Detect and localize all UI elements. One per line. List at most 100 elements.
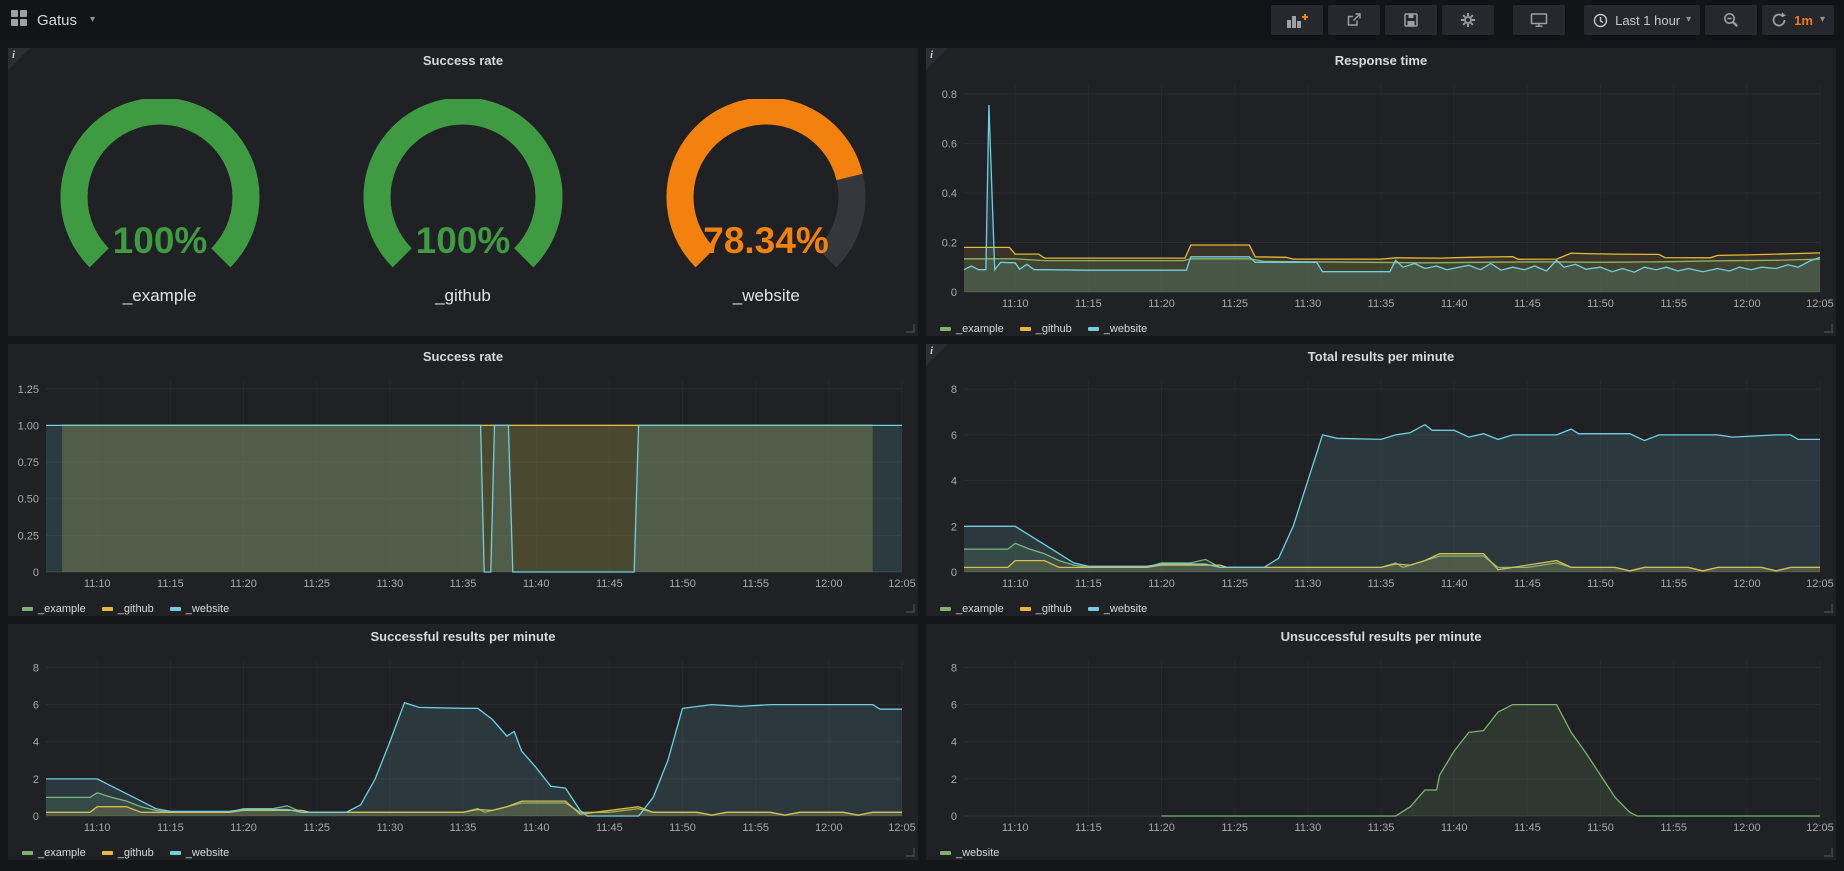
legend-item[interactable]: _example [22, 603, 86, 615]
panel-title[interactable]: Success rate [8, 48, 918, 74]
panel-title[interactable]: Unsuccessful results per minute [926, 624, 1836, 650]
svg-text:12:00: 12:00 [1733, 578, 1761, 590]
info-icon[interactable]: i [8, 48, 30, 70]
legend-item[interactable]: _example [940, 323, 1004, 335]
svg-text:11:20: 11:20 [230, 822, 257, 834]
legend-label: _github [1036, 603, 1072, 615]
svg-text:11:50: 11:50 [1587, 578, 1614, 590]
legend-swatch [1088, 607, 1099, 611]
svg-text:2: 2 [33, 774, 39, 786]
legend-label: _website [186, 847, 229, 859]
panel-unsuccessful-results: Unsuccessful results per minute 11:1011:… [926, 624, 1836, 860]
svg-text:0.2: 0.2 [942, 237, 957, 249]
dashboard-grid: i Success rate 100%_example 100%_github … [0, 40, 1844, 860]
unsuccessful-results-chart[interactable]: 11:1011:1511:2011:2511:3011:3511:4011:45… [926, 650, 1836, 841]
svg-text:11:25: 11:25 [303, 822, 330, 834]
legend-label: _example [956, 603, 1004, 615]
legend-item[interactable]: _website [1088, 603, 1147, 615]
info-icon[interactable]: i [926, 48, 948, 70]
svg-text:12:00: 12:00 [815, 822, 843, 834]
panel-success-rate: Success rate 11:1011:1511:2011:2511:3011… [8, 344, 918, 616]
legend-item[interactable]: _website [1088, 323, 1147, 335]
svg-text:1.25: 1.25 [18, 384, 39, 396]
legend-label: _website [1104, 603, 1147, 615]
gear-icon [1460, 12, 1476, 28]
svg-text:11:50: 11:50 [1587, 822, 1614, 834]
legend-label: _example [956, 323, 1004, 335]
svg-text:11:35: 11:35 [1368, 298, 1395, 310]
svg-text:11:15: 11:15 [1075, 298, 1102, 310]
legend-item[interactable]: _github [102, 847, 154, 859]
gauge-github: 100%_github [332, 99, 594, 306]
zoom-out-icon [1723, 12, 1739, 28]
svg-text:11:35: 11:35 [1368, 822, 1395, 834]
svg-text:11:30: 11:30 [377, 822, 404, 834]
svg-text:12:00: 12:00 [815, 578, 843, 590]
time-range-picker[interactable]: Last 1 hour ▾ [1584, 5, 1700, 35]
svg-text:8: 8 [951, 662, 957, 674]
svg-text:0: 0 [951, 287, 957, 299]
gauge-example: 100%_example [29, 99, 291, 306]
legend-item[interactable]: _github [1020, 603, 1072, 615]
legend-item[interactable]: _example [940, 603, 1004, 615]
legend: _example _github _website [8, 597, 918, 621]
svg-text:0.75: 0.75 [18, 457, 39, 469]
panel-title[interactable]: Response time [926, 48, 1836, 74]
panel-title[interactable]: Successful results per minute [8, 624, 918, 650]
svg-text:11:10: 11:10 [1002, 298, 1029, 310]
settings-button[interactable] [1442, 5, 1494, 35]
legend-item[interactable]: _website [940, 847, 999, 859]
info-icon[interactable]: i [926, 344, 948, 366]
svg-text:11:15: 11:15 [1075, 578, 1102, 590]
svg-text:8: 8 [951, 384, 957, 396]
successful-results-chart[interactable]: 11:1011:1511:2011:2511:3011:3511:4011:45… [8, 650, 918, 841]
zoom-out-button[interactable] [1705, 5, 1757, 35]
svg-text:11:50: 11:50 [669, 578, 696, 590]
legend-item[interactable]: _github [1020, 323, 1072, 335]
cycle-view-button[interactable] [1513, 5, 1565, 35]
legend-item[interactable]: _github [102, 603, 154, 615]
svg-text:11:45: 11:45 [596, 578, 623, 590]
panel-total-results: i Total results per minute 11:1011:1511:… [926, 344, 1836, 616]
add-panel-button[interactable] [1271, 5, 1323, 35]
total-results-chart[interactable]: 11:1011:1511:2011:2511:3011:3511:4011:45… [926, 370, 1836, 597]
response-time-chart[interactable]: 11:1011:1511:2011:2511:3011:3511:4011:45… [926, 74, 1836, 317]
monitor-icon [1530, 12, 1548, 28]
svg-text:11:20: 11:20 [1148, 578, 1175, 590]
dashboard-title-dropdown[interactable]: Gatus ▾ [10, 9, 95, 32]
svg-text:11:55: 11:55 [1660, 578, 1687, 590]
svg-text:11:20: 11:20 [230, 578, 257, 590]
gauge-value: 78.34% [704, 220, 830, 261]
svg-text:12:05: 12:05 [1806, 578, 1834, 590]
legend-item[interactable]: _website [170, 847, 229, 859]
legend-label: _website [956, 847, 999, 859]
svg-text:11:55: 11:55 [742, 822, 769, 834]
panel-title[interactable]: Total results per minute [926, 344, 1836, 370]
save-icon [1403, 12, 1419, 28]
legend-swatch [940, 851, 951, 855]
success-rate-chart[interactable]: 11:1011:1511:2011:2511:3011:3511:4011:45… [8, 370, 918, 597]
panel-title[interactable]: Success rate [8, 344, 918, 370]
gauge-value: 100% [416, 220, 511, 261]
legend-label: _example [38, 847, 86, 859]
svg-text:12:05: 12:05 [888, 578, 916, 590]
apps-grid-icon [10, 9, 28, 32]
svg-text:11:40: 11:40 [523, 822, 550, 834]
svg-text:2: 2 [951, 521, 957, 533]
refresh-icon [1771, 12, 1787, 28]
save-button[interactable] [1385, 5, 1437, 35]
gauge-website: 78.34%_website [635, 99, 897, 306]
svg-text:4: 4 [33, 737, 39, 749]
add-panel-icon [1287, 13, 1308, 28]
navbar-actions: Last 1 hour ▾ 1m ▾ [1266, 5, 1834, 35]
refresh-button[interactable]: 1m ▾ [1762, 5, 1834, 35]
svg-text:11:25: 11:25 [1221, 298, 1248, 310]
svg-text:11:15: 11:15 [157, 578, 184, 590]
legend-swatch [170, 607, 181, 611]
legend-item[interactable]: _example [22, 847, 86, 859]
legend-swatch [1020, 327, 1031, 331]
share-button[interactable] [1328, 5, 1380, 35]
legend: _example _github _website [926, 597, 1836, 621]
legend-item[interactable]: _website [170, 603, 229, 615]
legend-label: _github [1036, 323, 1072, 335]
